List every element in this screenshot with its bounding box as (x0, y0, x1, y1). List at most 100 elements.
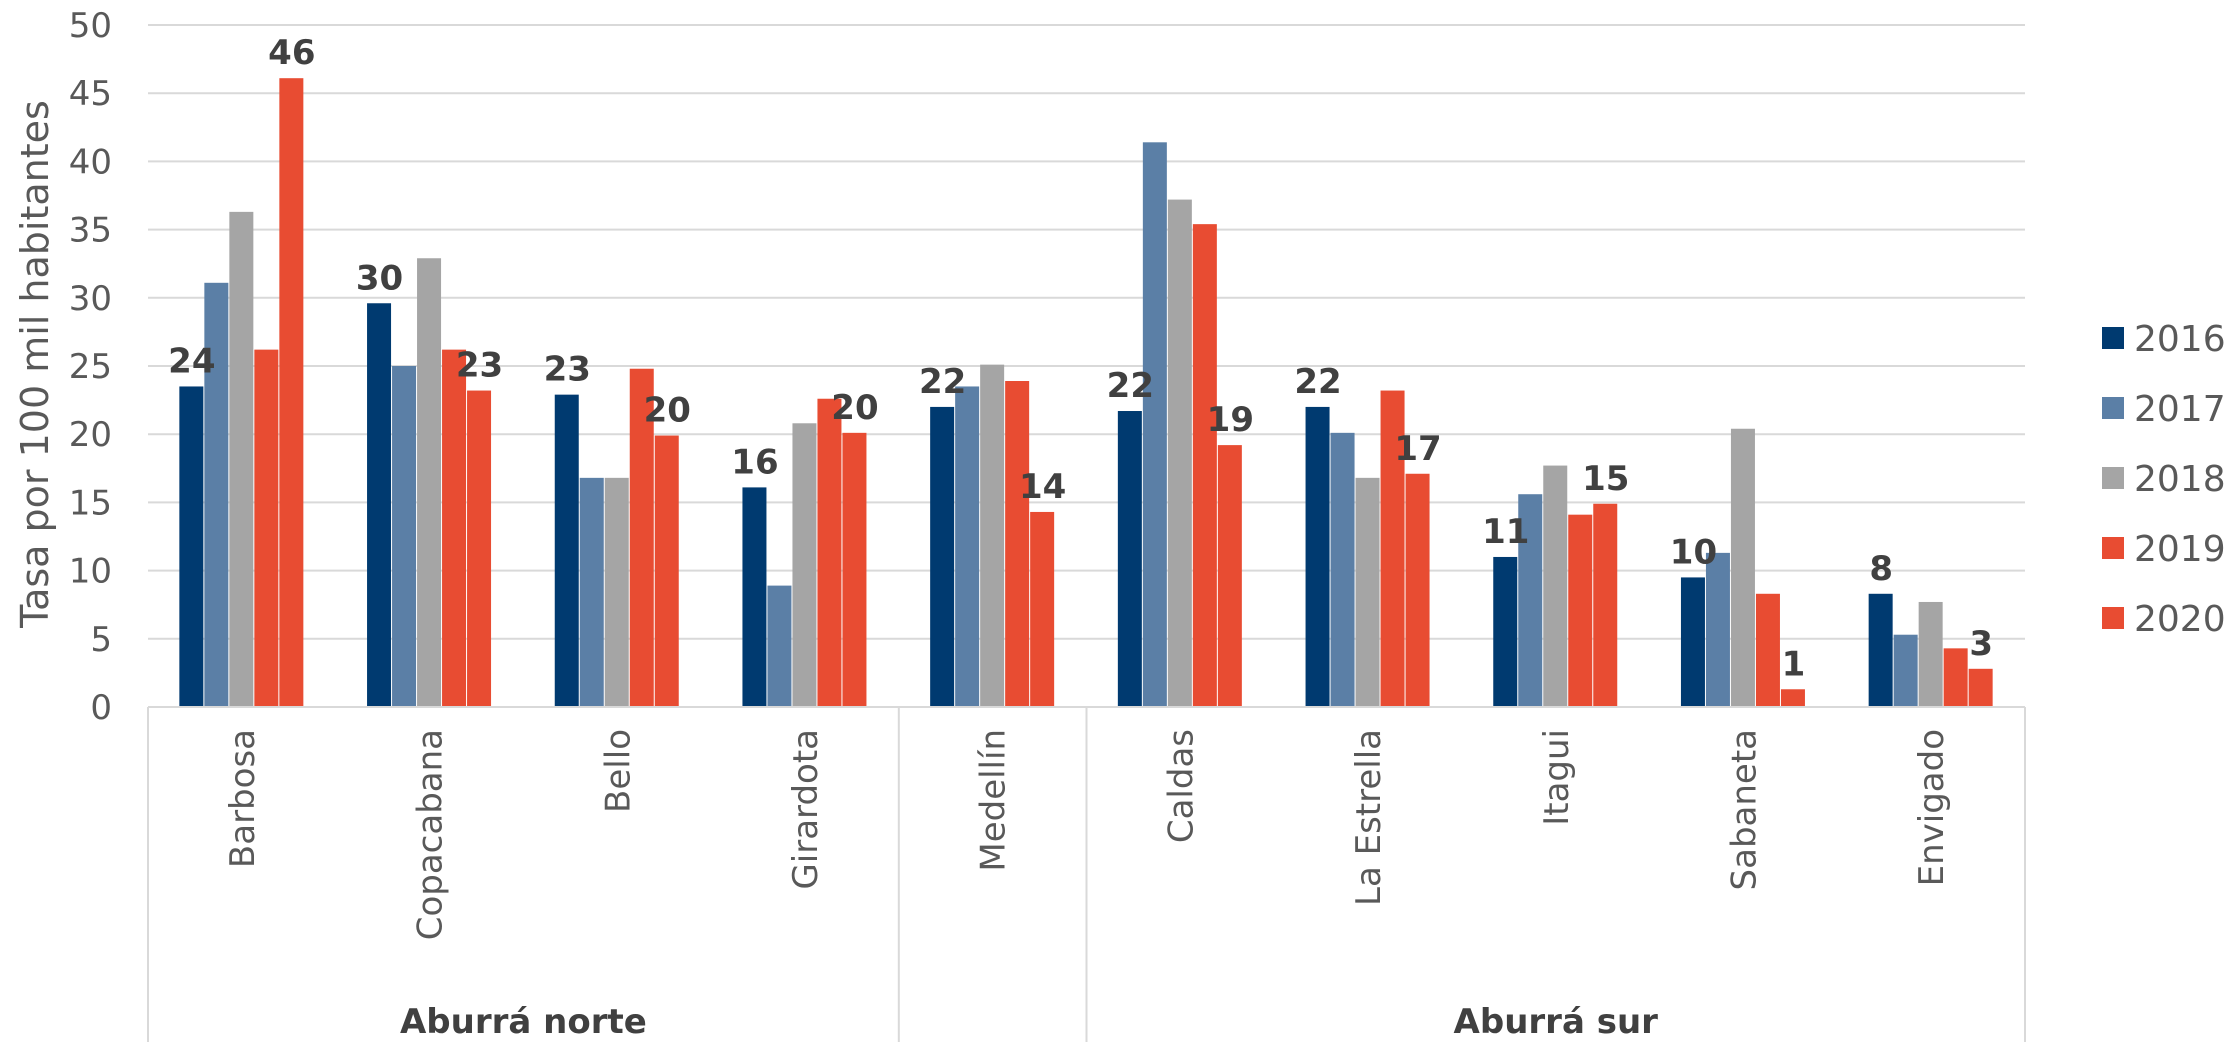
bar-2020 (1030, 511, 1055, 707)
bar-2018 (980, 364, 1005, 707)
group-label: Aburrá sur (1454, 1002, 1659, 1042)
y-axis-label: Tasa por 100 mil habitantes (13, 100, 57, 629)
data-label: 23 (456, 346, 503, 386)
bar-2016 (554, 394, 579, 707)
bar-2018 (417, 258, 442, 707)
bar-2019 (1568, 514, 1593, 707)
bar-2017 (392, 366, 417, 707)
bar-2016 (930, 406, 955, 707)
bar-2018 (1543, 465, 1568, 707)
bar-2016 (1680, 577, 1705, 707)
bar-2020 (1217, 445, 1242, 707)
category-label: Medellín (974, 729, 1014, 872)
bar-2016 (1305, 406, 1330, 707)
bar-2017 (1330, 432, 1355, 707)
bar-2020 (1968, 668, 1993, 707)
legend-label: 2016 (2134, 319, 2226, 360)
category-label: La Estrella (1349, 729, 1389, 906)
data-label: 22 (1107, 366, 1154, 406)
bar-2020 (1780, 689, 1805, 707)
bar-2018 (1918, 601, 1943, 707)
group-labels: Aburrá norte Aburrá sur (400, 1002, 1658, 1042)
bar-2019 (1380, 390, 1405, 707)
category-label: Barbosa (223, 729, 263, 868)
bar-2016 (742, 487, 767, 707)
bar-2018 (604, 477, 629, 707)
y-tick-label: 35 (69, 211, 112, 251)
category-label: Itagui (1537, 729, 1577, 826)
data-label: 30 (356, 258, 403, 298)
y-tick-label: 40 (69, 142, 112, 182)
bar-2017 (767, 585, 792, 707)
legend-swatch-2020 (2102, 607, 2124, 629)
category-label: Girardota (786, 729, 826, 890)
legend-label: 2018 (2134, 459, 2226, 500)
bar-2019 (1192, 224, 1217, 708)
category-label: Sabaneta (1724, 729, 1764, 890)
bar-2017 (1705, 552, 1730, 707)
category-labels: Barbosa Copacabana Bello Girardota Medellín C… (223, 729, 1952, 940)
bar-2020 (467, 390, 492, 707)
data-label: 22 (1294, 362, 1341, 402)
bar-2019 (629, 368, 654, 707)
y-tick-label: 15 (69, 483, 112, 523)
x-axis (147, 706, 2026, 1042)
legend-label: 2020 (2134, 599, 2226, 640)
data-label: 17 (1394, 429, 1441, 469)
bar-2018 (792, 423, 817, 707)
y-tick-label: 25 (69, 347, 112, 387)
data-label: 19 (1207, 400, 1254, 440)
bar-2016 (367, 303, 392, 707)
data-label: 8 (1869, 549, 1893, 589)
y-tick-label: 45 (69, 74, 112, 114)
legend: 2016 2017 2018 2019 2020 (2102, 319, 2226, 640)
bar-2016 (1868, 593, 1893, 707)
bar-2017 (204, 282, 229, 707)
bar-2020 (842, 432, 867, 707)
bar-2019 (254, 349, 279, 707)
bars (179, 78, 1993, 708)
legend-swatch-2019 (2102, 537, 2124, 559)
data-label: 14 (1019, 467, 1066, 507)
data-label: 20 (644, 391, 691, 431)
bar-2020 (1593, 503, 1618, 707)
category-label: Envigado (1912, 729, 1952, 886)
y-tick-label: 10 (69, 552, 112, 592)
group-label: Aburrá norte (400, 1002, 647, 1042)
bar-2018 (229, 211, 254, 708)
bar-2017 (1142, 142, 1167, 707)
legend-swatch-2016 (2102, 327, 2124, 349)
legend-label: 2019 (2134, 529, 2226, 570)
legend-label: 2017 (2134, 389, 2226, 430)
legend-swatch-2017 (2102, 397, 2124, 419)
bar-2020 (279, 78, 304, 708)
y-tick-label: 20 (69, 415, 112, 455)
data-label: 23 (544, 350, 591, 390)
data-label: 11 (1482, 512, 1529, 552)
bar-2019 (817, 398, 842, 707)
data-label: 3 (1969, 624, 1993, 664)
bar-2020 (1405, 473, 1430, 707)
bar-2019 (442, 349, 467, 707)
data-label: 20 (831, 388, 878, 428)
data-label: 46 (268, 33, 315, 73)
bar-2017 (955, 386, 980, 707)
legend-swatch-2018 (2102, 467, 2124, 489)
bar-2019 (1005, 381, 1030, 707)
category-label: Bello (598, 729, 638, 813)
bar-2016 (179, 386, 204, 707)
y-tick-label: 5 (90, 620, 112, 660)
data-label: 22 (919, 362, 966, 402)
category-label: Copacabana (411, 729, 451, 940)
bar-2020 (654, 435, 679, 707)
data-labels: 24 46 30 23 23 20 16 20 22 14 22 19 22 17 11 15 10 1 8 3 (168, 33, 1993, 684)
y-axis-ticks: 0 5 10 15 20 25 30 35 40 45 50 (69, 6, 112, 728)
bar-2017 (1893, 634, 1918, 707)
bar-2019 (1943, 648, 1968, 707)
bar-2018 (1167, 199, 1192, 708)
y-tick-label: 0 (90, 688, 112, 728)
data-label: 16 (731, 442, 778, 482)
data-label: 15 (1582, 459, 1629, 499)
bar-2017 (1518, 494, 1543, 707)
